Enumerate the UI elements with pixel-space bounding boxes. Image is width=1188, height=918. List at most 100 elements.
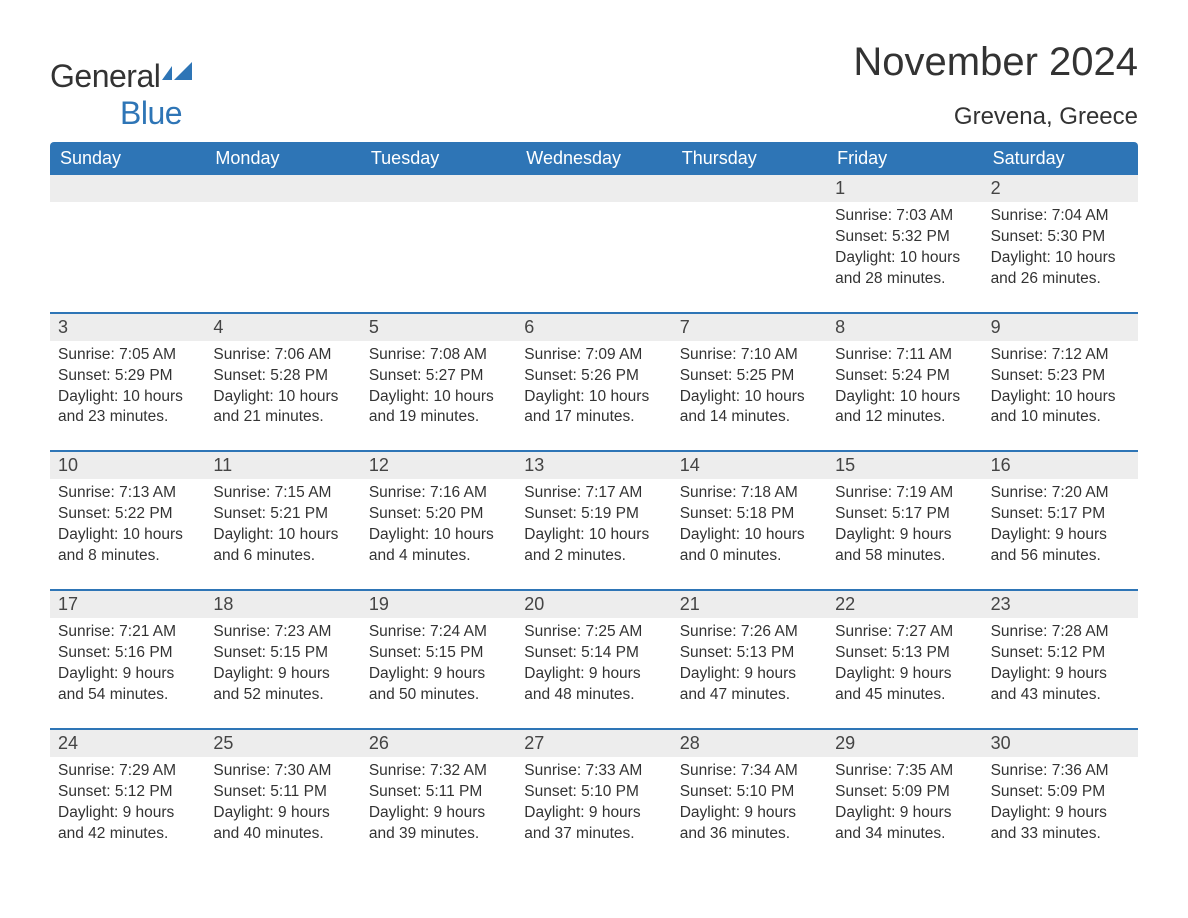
day-cell: 6Sunrise: 7:09 AMSunset: 5:26 PMDaylight…	[516, 314, 671, 437]
sunrise-line: Sunrise: 7:34 AM	[680, 761, 821, 782]
day-number: .	[50, 175, 205, 202]
daylight-line: Daylight: 9 hours and 43 minutes.	[991, 664, 1132, 706]
sunrise-line: Sunrise: 7:25 AM	[524, 622, 665, 643]
sunset-line: Sunset: 5:28 PM	[213, 366, 354, 387]
sunrise-line: Sunrise: 7:17 AM	[524, 483, 665, 504]
sunset-line: Sunset: 5:15 PM	[213, 643, 354, 664]
sunset-line: Sunset: 5:23 PM	[991, 366, 1132, 387]
day-number: 29	[827, 730, 982, 757]
sunrise-line: Sunrise: 7:21 AM	[58, 622, 199, 643]
sunrise-line: Sunrise: 7:03 AM	[835, 206, 976, 227]
sunrise-line: Sunrise: 7:32 AM	[369, 761, 510, 782]
day-info: Sunrise: 7:34 AMSunset: 5:10 PMDaylight:…	[678, 761, 821, 845]
day-info: Sunrise: 7:36 AMSunset: 5:09 PMDaylight:…	[989, 761, 1132, 845]
day-number: 19	[361, 591, 516, 618]
day-cell: 4Sunrise: 7:06 AMSunset: 5:28 PMDaylight…	[205, 314, 360, 437]
day-number: 8	[827, 314, 982, 341]
day-number: 12	[361, 452, 516, 479]
daylight-line: Daylight: 10 hours and 10 minutes.	[991, 387, 1132, 429]
day-info: Sunrise: 7:32 AMSunset: 5:11 PMDaylight:…	[367, 761, 510, 845]
sunrise-line: Sunrise: 7:15 AM	[213, 483, 354, 504]
day-cell: 25Sunrise: 7:30 AMSunset: 5:11 PMDayligh…	[205, 730, 360, 853]
sunset-line: Sunset: 5:11 PM	[213, 782, 354, 803]
day-cell: 10Sunrise: 7:13 AMSunset: 5:22 PMDayligh…	[50, 452, 205, 575]
day-cell: .	[516, 175, 671, 298]
day-cell: 16Sunrise: 7:20 AMSunset: 5:17 PMDayligh…	[983, 452, 1138, 575]
sunrise-line: Sunrise: 7:04 AM	[991, 206, 1132, 227]
day-info: Sunrise: 7:35 AMSunset: 5:09 PMDaylight:…	[833, 761, 976, 845]
day-number: 21	[672, 591, 827, 618]
day-number: 30	[983, 730, 1138, 757]
daylight-line: Daylight: 9 hours and 48 minutes.	[524, 664, 665, 706]
day-cell: 9Sunrise: 7:12 AMSunset: 5:23 PMDaylight…	[983, 314, 1138, 437]
day-cell: 28Sunrise: 7:34 AMSunset: 5:10 PMDayligh…	[672, 730, 827, 853]
daylight-line: Daylight: 10 hours and 23 minutes.	[58, 387, 199, 429]
sunrise-line: Sunrise: 7:29 AM	[58, 761, 199, 782]
day-cell: 11 Sunrise: 7:15 AMSunset: 5:21 PMDayligh…	[205, 452, 360, 575]
day-number: .	[205, 175, 360, 202]
sunrise-line: Sunrise: 7:10 AM	[680, 345, 821, 366]
weeks-container: .....1Sunrise: 7:03 AMSunset: 5:32 PMDay…	[50, 175, 1138, 852]
day-info: Sunrise: 7:21 AMSunset: 5:16 PMDaylight:…	[56, 622, 199, 706]
day-cell: 7 Sunrise: 7:10 AMSunset: 5:25 PMDaylight…	[672, 314, 827, 437]
day-number: 11	[205, 452, 360, 479]
day-number: 22	[827, 591, 982, 618]
day-number: 24	[50, 730, 205, 757]
sunset-line: Sunset: 5:21 PM	[213, 504, 354, 525]
daylight-line: Daylight: 9 hours and 37 minutes.	[524, 803, 665, 845]
day-number: 18	[205, 591, 360, 618]
sunset-line: Sunset: 5:30 PM	[991, 227, 1132, 248]
sunrise-line: Sunrise: 7:36 AM	[991, 761, 1132, 782]
day-number: 6	[516, 314, 671, 341]
sunset-line: Sunset: 5:17 PM	[835, 504, 976, 525]
sunset-line: Sunset: 5:10 PM	[680, 782, 821, 803]
sunrise-line: Sunrise: 7:08 AM	[369, 345, 510, 366]
daylight-line: Daylight: 9 hours and 58 minutes.	[835, 525, 976, 567]
day-cell: 19 Sunrise: 7:24 AMSunset: 5:15 PMDayligh…	[361, 591, 516, 714]
day-info: Sunrise: 7:20 AMSunset: 5:17 PMDaylight:…	[989, 483, 1132, 567]
daylight-line: Daylight: 10 hours and 8 minutes.	[58, 525, 199, 567]
sunrise-line: Sunrise: 7:35 AM	[835, 761, 976, 782]
daylight-line: Daylight: 10 hours and 4 minutes.	[369, 525, 510, 567]
day-number: .	[361, 175, 516, 202]
day-info: Sunrise: 7:24 AMSunset: 5:15 PMDaylight:…	[367, 622, 510, 706]
sunset-line: Sunset: 5:17 PM	[991, 504, 1132, 525]
sunset-line: Sunset: 5:10 PM	[524, 782, 665, 803]
sunrise-line: Sunrise: 7:26 AM	[680, 622, 821, 643]
sunrise-line: Sunrise: 7:27 AM	[835, 622, 976, 643]
day-info: Sunrise: 7:29 AMSunset: 5:12 PMDaylight:…	[56, 761, 199, 845]
week-row: 3Sunrise: 7:05 AMSunset: 5:29 PMDaylight…	[50, 312, 1138, 437]
day-info: Sunrise: 7:08 AMSunset: 5:27 PMDaylight:…	[367, 345, 510, 429]
sunrise-line: Sunrise: 7:12 AM	[991, 345, 1132, 366]
sunset-line: Sunset: 5:24 PM	[835, 366, 976, 387]
day-number: 4	[205, 314, 360, 341]
day-info: Sunrise: 7:10 AMSunset: 5:25 PMDaylight:…	[678, 345, 821, 429]
day-number: 15	[827, 452, 982, 479]
day-cell: 26 Sunrise: 7:32 AMSunset: 5:11 PMDayligh…	[361, 730, 516, 853]
day-number: 26	[361, 730, 516, 757]
weekday-thursday: Thursday	[672, 142, 827, 175]
weekday-saturday: Saturday	[983, 142, 1138, 175]
sunset-line: Sunset: 5:12 PM	[991, 643, 1132, 664]
daylight-line: Daylight: 10 hours and 6 minutes.	[213, 525, 354, 567]
month-title: November 2024	[853, 40, 1138, 85]
day-info: Sunrise: 7:13 AMSunset: 5:22 PMDaylight:…	[56, 483, 199, 567]
daylight-line: Daylight: 9 hours and 47 minutes.	[680, 664, 821, 706]
day-info: Sunrise: 7:05 AMSunset: 5:29 PMDaylight:…	[56, 345, 199, 429]
day-info: Sunrise: 7:03 AMSunset: 5:32 PMDaylight:…	[833, 206, 976, 290]
day-number: 27	[516, 730, 671, 757]
sunset-line: Sunset: 5:26 PM	[524, 366, 665, 387]
logo-text: General Blue	[50, 58, 192, 132]
daylight-line: Daylight: 10 hours and 28 minutes.	[835, 248, 976, 290]
day-number: 7	[672, 314, 827, 341]
brand-logo: General Blue	[50, 40, 192, 132]
calendar: Sunday Monday Tuesday Wednesday Thursday…	[50, 142, 1138, 852]
weekday-wednesday: Wednesday	[516, 142, 671, 175]
daylight-line: Daylight: 9 hours and 42 minutes.	[58, 803, 199, 845]
week-row: .....1Sunrise: 7:03 AMSunset: 5:32 PMDay…	[50, 175, 1138, 298]
day-number: 2	[983, 175, 1138, 202]
sunset-line: Sunset: 5:20 PM	[369, 504, 510, 525]
sunset-line: Sunset: 5:13 PM	[680, 643, 821, 664]
day-number: 23	[983, 591, 1138, 618]
day-info: Sunrise: 7:19 AMSunset: 5:17 PMDaylight:…	[833, 483, 976, 567]
